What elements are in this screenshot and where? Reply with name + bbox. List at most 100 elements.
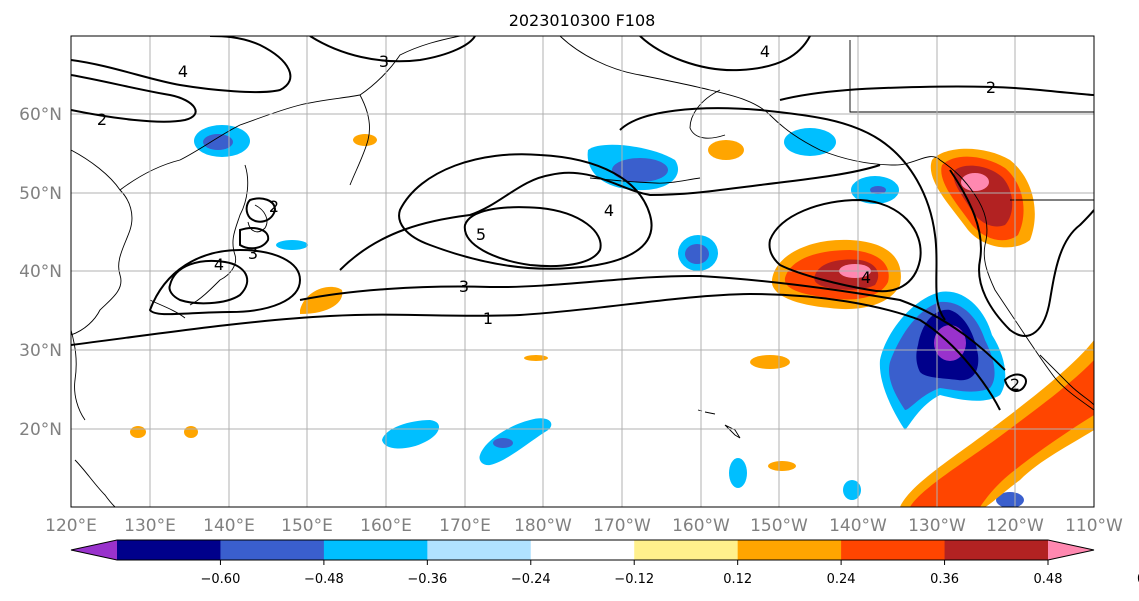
colorbar-segment	[117, 540, 221, 560]
philippines-coast	[74, 459, 116, 507]
contour-line-1	[71, 292, 1001, 411]
contour-line-5-mid	[463, 206, 602, 268]
anomaly-blob	[910, 360, 1094, 507]
contour-label: 3	[459, 277, 469, 296]
colorbar-segment	[737, 540, 842, 560]
lat-label: 40°N	[19, 262, 62, 282]
graticule	[71, 36, 1094, 507]
anomaly-blob	[784, 128, 836, 156]
anomaly-blob	[382, 420, 440, 449]
lon-label: 140°W	[829, 516, 887, 536]
lon-label: 120°E	[45, 516, 97, 536]
colorbar-ticks: −0.60 −0.48 −0.36 −0.24 −0.12 0.12 0.24 0.36 0.4…	[201, 560, 1139, 587]
contour-line-4-east	[768, 198, 922, 293]
contour-line-4-band	[339, 164, 881, 271]
contour-label: 4	[760, 42, 770, 61]
contour-label: 3	[379, 52, 389, 71]
contour-label: 2	[97, 110, 107, 129]
anomaly-blob	[685, 244, 709, 264]
contour-line-2-small	[1003, 373, 1027, 392]
contour-label: 2	[269, 197, 279, 216]
lon-label: 170°E	[439, 516, 491, 536]
lon-label: 130°W	[908, 516, 966, 536]
contour-line-2-nw	[71, 74, 197, 123]
lon-label: 110°W	[1065, 516, 1123, 536]
contour-line-4-nw	[71, 36, 292, 94]
canada-border	[849, 40, 1094, 113]
anomaly-blob	[612, 158, 668, 182]
colorbar-tick-label: −0.24	[511, 572, 551, 587]
latitude-labels: 20°N 30°N 40°N 50°N 60°N	[19, 105, 62, 440]
contour-line-4-mid	[398, 153, 653, 270]
colorbar-segment	[530, 540, 635, 560]
contour-label: 4	[604, 201, 614, 220]
lon-label: 170°W	[593, 516, 651, 536]
colorbar-tick-label: 0.24	[827, 572, 856, 587]
contour-line-2-north	[779, 85, 1094, 101]
contour-label: 4	[861, 268, 871, 287]
contour-label-group: 4 3 4 2 2 2 3 4 5 4 3 1 4 2	[97, 42, 1020, 394]
contour-label: 1	[483, 309, 493, 328]
anomaly-blob	[184, 426, 198, 438]
lon-label: 160°W	[672, 516, 730, 536]
contour-line-3	[299, 274, 1006, 371]
contour-line-3-north	[309, 36, 476, 63]
anomaly-blob	[750, 355, 790, 369]
contour-line-4-west	[148, 248, 302, 316]
siberia-coast	[119, 36, 461, 191]
colorbar-segment	[220, 540, 325, 560]
lat-label: 60°N	[19, 105, 62, 125]
contour-label: 2	[1010, 375, 1020, 394]
china-coast	[71, 329, 86, 421]
asia-coast	[71, 149, 133, 336]
colorbar-extend-high	[1048, 540, 1094, 560]
contour-lines	[71, 36, 1094, 411]
anomaly-blob	[479, 418, 552, 466]
lon-label: 180°W	[514, 516, 572, 536]
contour-line-2-east	[949, 169, 1094, 337]
colorbar-extend-low	[71, 540, 117, 560]
anomaly-blob	[870, 186, 886, 194]
contour-label: 3	[248, 244, 258, 263]
anomaly-blob	[729, 458, 747, 488]
lat-label: 30°N	[19, 341, 62, 361]
colorbar-tick-label: −0.48	[304, 572, 344, 587]
lon-label: 160°E	[360, 516, 412, 536]
anomaly-blob	[493, 438, 513, 448]
contour-line-3-east	[619, 107, 946, 321]
korea-coast	[149, 299, 186, 319]
anomaly-blob	[768, 461, 796, 471]
colorbar-tick-label: 0.48	[1034, 572, 1063, 587]
map-title: 2023010300 F108	[509, 11, 656, 30]
sakhalin-japan-coast	[189, 164, 249, 306]
contour-label: 2	[986, 78, 996, 97]
contour-label: 5	[476, 225, 486, 244]
anomaly-blob	[353, 134, 377, 146]
contour-label: 4	[214, 255, 224, 274]
colorbar-tick-label: −0.60	[201, 572, 241, 587]
contour-line-3-japan-b	[239, 227, 270, 250]
colorbar-tick-label: 0.36	[930, 572, 959, 587]
anomaly-blob	[276, 240, 308, 250]
colorbar-tick-label: 0.60	[1137, 572, 1139, 587]
hawaii-coast	[697, 409, 741, 439]
baja-coast	[1039, 354, 1094, 406]
lon-label: 150°W	[750, 516, 808, 536]
anomaly-blob	[961, 173, 989, 191]
colorbar: −0.60 −0.48 −0.36 −0.24 −0.12 0.12 0.24 0.36 0.4…	[70, 539, 1139, 587]
lat-label: 20°N	[19, 420, 62, 440]
colorbar-outline	[70, 539, 1095, 561]
alaska-coast	[559, 36, 941, 166]
anomaly-blob	[900, 340, 1094, 507]
colorbar-segment	[944, 540, 1049, 560]
contour-label: 4	[178, 62, 188, 81]
na-west-coast	[939, 159, 1094, 411]
alaska-peninsula	[689, 89, 726, 139]
anomaly-blob	[524, 355, 548, 361]
colorbar-segment	[634, 540, 739, 560]
anomaly-blob	[300, 286, 343, 314]
contour-line-4-north	[639, 36, 811, 72]
contour-line-5-west	[168, 259, 249, 305]
